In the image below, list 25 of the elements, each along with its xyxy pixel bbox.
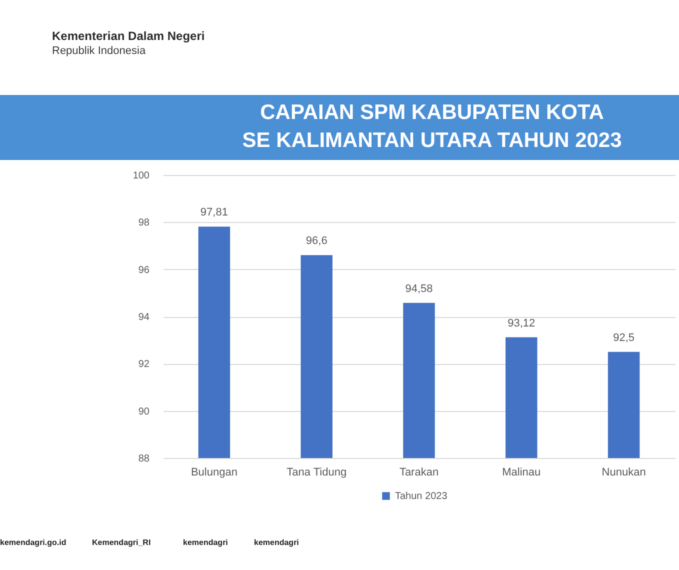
- text: Kementerian Dalam Negeri: [52, 29, 205, 43]
- text: Republik Indonesia: [52, 45, 146, 57]
- data-label: 92,5: [613, 332, 635, 344]
- data-label: 94,58: [405, 282, 433, 295]
- y-tick-label: 90: [138, 406, 150, 418]
- chart-title: CAPAIAN SPM KABUPATEN KOTA SE KALIMANTAN UTARA TAHUN 2023: [242, 101, 622, 152]
- x-tick-label: Bulungan: [190, 466, 238, 478]
- legend-label: Tahun 2023: [395, 491, 448, 502]
- data-label: 93,12: [508, 317, 536, 330]
- x-tick-label: Tana Tidung: [286, 466, 347, 478]
- x-tick-label: Tarakan: [399, 466, 439, 478]
- data-label: 96,6: [306, 235, 328, 248]
- text: kemendagri.go.id: [0, 538, 66, 547]
- data-label: 97,81: [200, 206, 228, 219]
- y-tick-label: 92: [138, 359, 150, 370]
- text: Kemendagri_RI: [92, 538, 151, 547]
- x-tick-label: Nunukan: [602, 466, 646, 478]
- y-tick-label: 88: [138, 454, 150, 464]
- y-tick-label: 94: [138, 312, 150, 323]
- text: kemendagri: [254, 538, 299, 547]
- text: kemendagri: [183, 538, 228, 547]
- y-tick-label: 100: [132, 170, 150, 182]
- y-tick-label: 98: [138, 218, 150, 229]
- y-tick-label: 96: [138, 264, 150, 276]
- x-tick-label: Malinau: [502, 466, 541, 478]
